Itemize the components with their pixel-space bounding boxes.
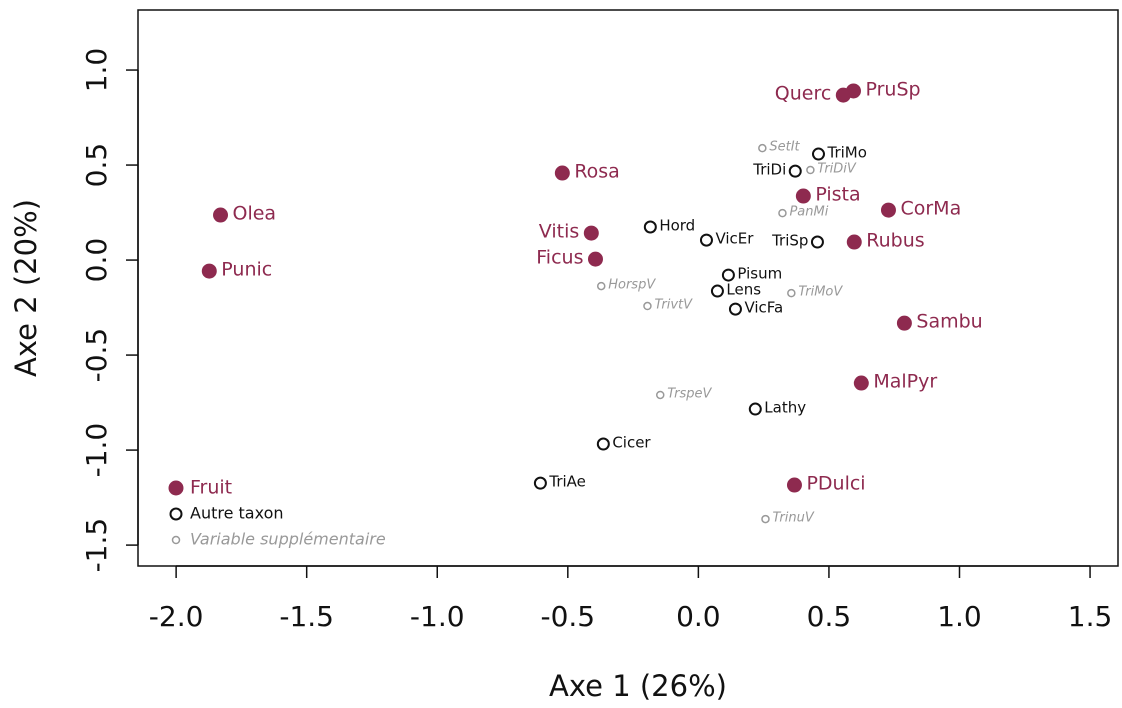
point bbox=[810, 235, 824, 249]
point bbox=[583, 225, 599, 241]
point bbox=[213, 207, 229, 223]
point bbox=[880, 202, 896, 218]
legend-label: Autre taxon bbox=[190, 504, 284, 523]
point-label: Lathy bbox=[764, 399, 806, 417]
x-tick-label: 0.5 bbox=[807, 600, 852, 633]
point bbox=[728, 302, 742, 316]
y-axis-label: Axe 2 (20%) bbox=[9, 199, 43, 377]
point-label: VicFa bbox=[744, 299, 783, 317]
point bbox=[748, 402, 762, 416]
point bbox=[699, 233, 713, 247]
point bbox=[758, 143, 767, 153]
point bbox=[596, 437, 610, 451]
point-label: TrinuV bbox=[772, 511, 814, 526]
x-tick-label: 1.0 bbox=[937, 600, 982, 633]
point bbox=[787, 288, 796, 298]
point-label: Hord bbox=[659, 217, 695, 235]
y-tick-label: -1.5 bbox=[80, 518, 113, 573]
point-label: PanMi bbox=[789, 205, 828, 220]
point-label: CorMa bbox=[900, 198, 961, 220]
point-label: Pisum bbox=[737, 265, 782, 283]
x-tick-label: -0.5 bbox=[540, 600, 595, 633]
point-label: Rosa bbox=[574, 161, 620, 183]
point-label: TrspeV bbox=[667, 386, 712, 401]
point bbox=[788, 164, 802, 178]
point bbox=[596, 281, 606, 291]
legend-label: Fruit bbox=[190, 477, 232, 499]
x-tick-label: 0.0 bbox=[676, 600, 721, 633]
point-label: Rubus bbox=[866, 230, 924, 252]
x-tick-label: 1.5 bbox=[1068, 600, 1113, 633]
point-label: TriDi bbox=[752, 161, 786, 179]
x-tick-label: -1.5 bbox=[279, 600, 334, 633]
point bbox=[835, 87, 851, 103]
point bbox=[761, 514, 770, 524]
point bbox=[554, 165, 570, 181]
point bbox=[786, 477, 802, 493]
y-tick-label: -1.0 bbox=[80, 423, 113, 478]
point bbox=[655, 390, 665, 400]
legend-marker bbox=[169, 507, 183, 521]
point-label: Ficus bbox=[536, 247, 583, 269]
point-label: PruSp bbox=[865, 78, 920, 100]
point-label: TriMoV bbox=[798, 285, 843, 300]
point-label: MalPyr bbox=[873, 371, 937, 393]
point bbox=[710, 284, 724, 298]
x-axis-label: Axe 1 (26%) bbox=[549, 669, 727, 703]
point bbox=[896, 315, 912, 331]
y-tick-label: 0.5 bbox=[80, 143, 113, 188]
point-label: VicEr bbox=[715, 230, 754, 248]
point-label: SetIt bbox=[769, 140, 800, 155]
point-label: TriDiV bbox=[817, 161, 857, 176]
point-label: Punic bbox=[221, 259, 272, 281]
point bbox=[643, 220, 657, 234]
legend-marker bbox=[171, 535, 181, 545]
legend-marker bbox=[168, 480, 184, 496]
y-tick-label: -0.5 bbox=[80, 328, 113, 383]
point-label: Lens bbox=[726, 281, 761, 299]
point bbox=[643, 301, 652, 311]
point-label: Pista bbox=[815, 184, 860, 206]
point bbox=[811, 147, 825, 161]
point-label: Cicer bbox=[612, 434, 651, 452]
point-label: TrivtV bbox=[654, 298, 693, 313]
point bbox=[721, 268, 735, 282]
point bbox=[846, 234, 862, 250]
point-label: Olea bbox=[233, 203, 277, 225]
point bbox=[806, 165, 815, 175]
y-tick-label: 1.0 bbox=[80, 48, 113, 93]
point bbox=[778, 208, 787, 218]
point-label: TriSp bbox=[771, 232, 808, 250]
point-label: PDulci bbox=[806, 473, 865, 495]
x-tick-label: -1.0 bbox=[410, 600, 465, 633]
point-label: TriMo bbox=[826, 144, 866, 162]
y-tick-label: 0.0 bbox=[80, 238, 113, 283]
point-label: Querc bbox=[775, 83, 832, 105]
point bbox=[201, 263, 217, 279]
point bbox=[853, 375, 869, 391]
legend-label: Variable supplémentaire bbox=[190, 530, 386, 549]
x-tick-label: -2.0 bbox=[149, 600, 204, 633]
point-label: Vitis bbox=[539, 221, 580, 243]
point bbox=[795, 188, 811, 204]
point-label: Sambu bbox=[916, 311, 982, 333]
point-label: TriAe bbox=[548, 473, 586, 491]
point bbox=[587, 251, 603, 267]
point bbox=[533, 476, 547, 490]
point-label: HorspV bbox=[608, 278, 656, 293]
